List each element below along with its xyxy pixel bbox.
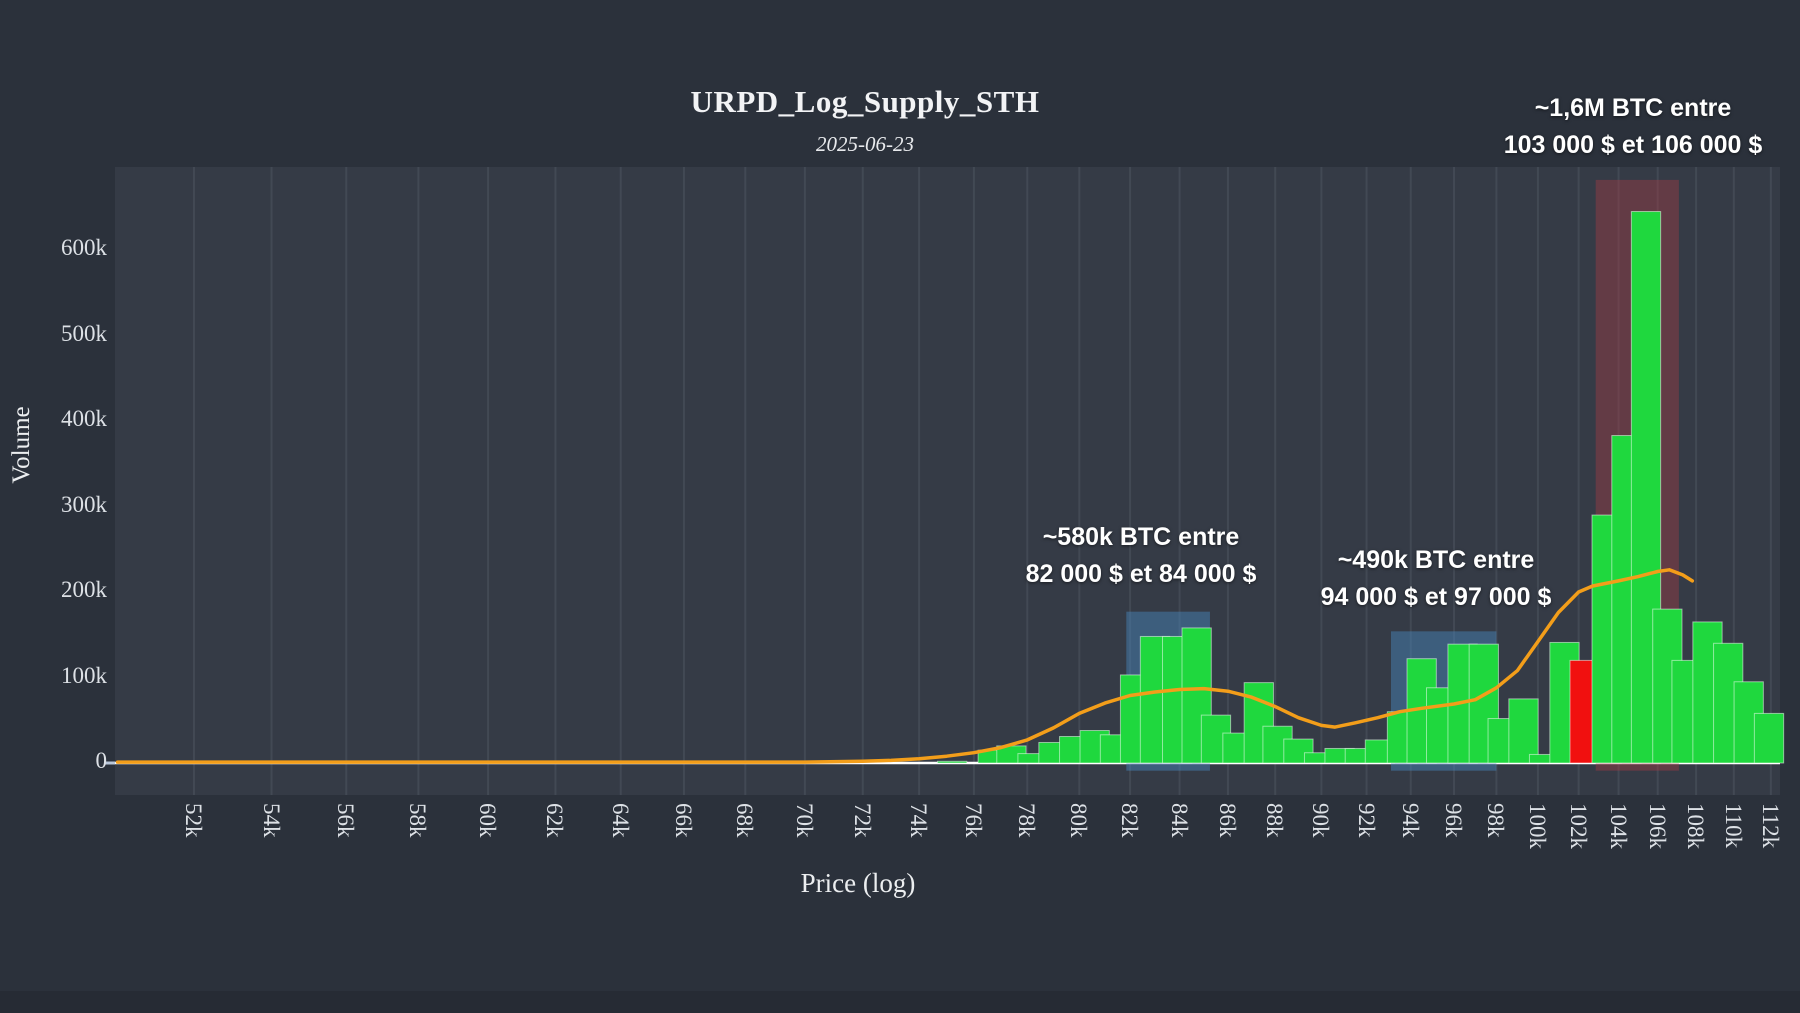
annotation-line: 94 000 $ et 97 000 $ — [1320, 583, 1552, 611]
x-tick-label: 100k — [1524, 803, 1550, 849]
x-tick-label: 90k — [1308, 803, 1334, 838]
y-tick-label: 200k — [61, 577, 107, 602]
x-tick-label: 52k — [180, 803, 206, 838]
chart-title: URPD_Log_Supply_STH — [690, 84, 1040, 119]
y-tick-label: 100k — [61, 662, 107, 688]
chart-subtitle: 2025-06-23 — [816, 132, 914, 156]
x-tick-label: 94k — [1397, 803, 1423, 838]
x-tick-label: 96k — [1441, 803, 1467, 838]
y-tick-label: 600k — [61, 235, 107, 260]
x-tick-label: 66k — [670, 803, 696, 838]
annotation-zone-94k-97k: ~490k BTC entre 94 000 $ et 97 000 $ — [1321, 542, 1552, 616]
x-tick-label: 64k — [607, 803, 633, 838]
x-tick-label: 112k — [1757, 803, 1783, 849]
x-tick-label: 54k — [258, 803, 284, 838]
x-tick-label: 70k — [791, 803, 817, 838]
annotation-line: ~490k BTC entre — [1337, 546, 1535, 574]
x-tick-label: 92k — [1353, 803, 1379, 838]
y-tick-label: 400k — [61, 406, 107, 431]
x-tick-label: 106k — [1644, 803, 1670, 849]
x-tick-label: 84k — [1166, 803, 1192, 838]
x-tick-label: 110k — [1720, 803, 1746, 849]
bottom-strip — [0, 991, 1800, 1013]
x-tick-label: 56k — [333, 803, 359, 838]
y-tick-label: 300k — [61, 491, 107, 517]
x-tick-label: 82k — [1117, 803, 1143, 838]
volume-bar[interactable] — [937, 760, 968, 764]
volume-bar[interactable] — [1508, 698, 1539, 764]
x-tick-label: 104k — [1605, 803, 1631, 849]
annotation-zone-103k-106k: ~1,6M BTC entre 103 000 $ et 106 000 $ — [1504, 90, 1763, 164]
annotation-line: ~1,6M BTC entre — [1534, 94, 1732, 122]
x-tick-label: 78k — [1014, 803, 1040, 838]
x-tick-label: 80k — [1066, 803, 1092, 838]
x-tick-label: 74k — [906, 803, 932, 838]
x-tick-label: 102k — [1565, 803, 1591, 849]
x-tick-label: 72k — [849, 803, 875, 838]
annotation-line: 82 000 $ et 84 000 $ — [1025, 560, 1257, 588]
x-axis-title: Price (log) — [800, 868, 916, 898]
plot-area[interactable] — [115, 167, 1780, 795]
cost-basis-line[interactable] — [115, 568, 1695, 764]
x-tick-label: 60k — [475, 803, 501, 838]
x-tick-label: 58k — [405, 803, 431, 838]
y-axis-title: Volume — [8, 406, 35, 484]
annotation-line: ~580k BTC entre — [1042, 523, 1240, 551]
x-tick-label: 98k — [1483, 803, 1509, 838]
x-tick-label: 76k — [960, 803, 986, 838]
annotation-line: 103 000 $ et 106 000 $ — [1503, 131, 1763, 159]
x-tick-label: 86k — [1214, 803, 1240, 838]
x-tick-label: 108k — [1683, 803, 1709, 849]
x-tick-label: 62k — [542, 803, 568, 838]
volume-bar[interactable] — [1753, 712, 1785, 764]
x-tick-label: 68k — [732, 803, 758, 838]
y-tick-label: 500k — [61, 320, 107, 346]
x-tick-label: 88k — [1262, 803, 1288, 838]
y-tick-label: 0 — [95, 748, 108, 773]
annotation-zone-82k-84k: ~580k BTC entre 82 000 $ et 84 000 $ — [1026, 519, 1257, 593]
